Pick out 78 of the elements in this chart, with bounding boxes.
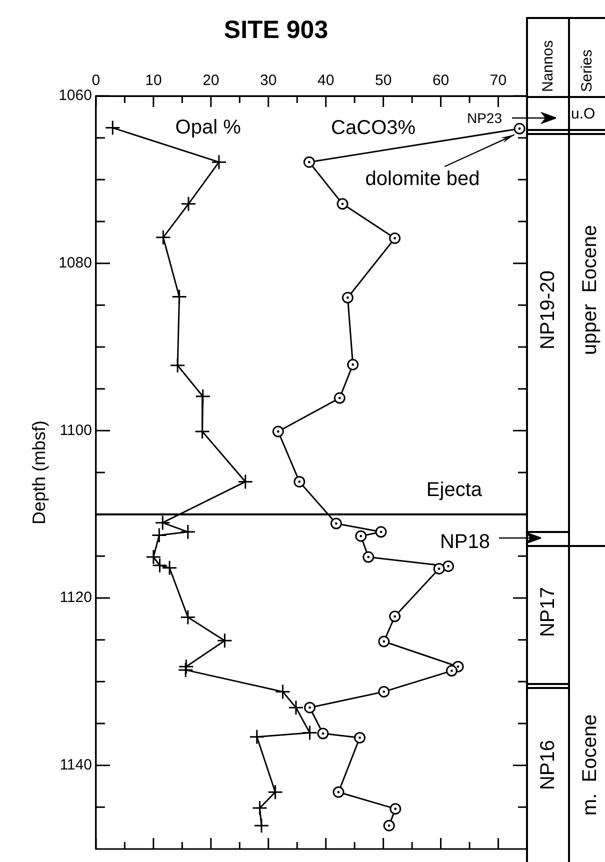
point	[303, 156, 315, 168]
series-label: CaCO3%	[331, 117, 416, 140]
point	[252, 800, 268, 816]
point	[390, 803, 402, 815]
x-tick-label: 70	[490, 72, 507, 90]
text: m. Eocene	[579, 714, 601, 816]
point	[354, 732, 366, 744]
point	[154, 514, 170, 530]
point	[317, 728, 329, 740]
point	[268, 784, 284, 800]
annotation: NP18	[440, 531, 490, 553]
point	[272, 426, 284, 438]
point	[334, 392, 346, 404]
point	[180, 196, 196, 212]
text: NP16	[537, 740, 559, 790]
point	[378, 686, 390, 698]
point	[155, 230, 171, 246]
point	[211, 154, 227, 170]
point	[304, 702, 316, 714]
point	[389, 610, 401, 622]
point	[162, 560, 178, 576]
x-tick-label: 20	[202, 72, 220, 90]
x-tick-label: 10	[145, 72, 162, 90]
x-tick-label: 40	[318, 72, 334, 90]
point	[216, 632, 232, 648]
y-tick-label: 1060	[58, 87, 92, 104]
y-tick-label: 1080	[58, 254, 92, 272]
point	[332, 786, 344, 798]
point	[330, 518, 342, 530]
point	[180, 524, 196, 540]
y-tick-label: 1100	[60, 422, 92, 439]
point	[249, 729, 265, 745]
point	[172, 289, 188, 305]
y-tick-label: 1120	[60, 589, 92, 606]
point	[254, 818, 270, 834]
point	[194, 424, 210, 440]
point	[178, 662, 194, 678]
y-tick-label: 1140	[60, 756, 92, 774]
annotation: NP23	[466, 110, 502, 126]
text: upper Eocene	[579, 224, 601, 356]
point	[446, 665, 458, 677]
point	[378, 636, 390, 648]
text: Nannos	[540, 40, 556, 92]
point	[294, 476, 306, 488]
point	[389, 232, 401, 244]
point	[347, 358, 359, 370]
point	[288, 700, 304, 716]
point	[383, 820, 395, 832]
point	[275, 684, 290, 700]
y-axis-title: Depth (mbsf)	[28, 420, 49, 525]
x-tick-label: 0	[92, 72, 100, 90]
x-tick-label: 30	[260, 72, 277, 90]
point	[362, 551, 374, 563]
annotation: dolomite bed	[365, 168, 480, 190]
point	[195, 388, 211, 404]
x-tick-label: 50	[374, 72, 392, 90]
text: u.O	[571, 106, 596, 122]
point	[355, 530, 367, 542]
point	[151, 528, 167, 543]
text: NP17	[537, 586, 559, 638]
ref-line-label: Ejecta	[426, 478, 483, 501]
text: NP19-20	[537, 270, 559, 350]
point	[104, 120, 120, 136]
point	[180, 609, 196, 625]
point	[433, 562, 445, 574]
point	[342, 292, 354, 304]
chart-title: SITE 903	[224, 16, 328, 44]
point	[442, 560, 454, 572]
point	[178, 658, 194, 674]
point	[375, 526, 387, 538]
point	[170, 358, 186, 374]
text: Series	[578, 49, 596, 92]
point	[238, 474, 254, 490]
series-label: Opal %	[175, 116, 242, 138]
x-tick-label: 60	[432, 72, 450, 90]
point	[514, 122, 526, 134]
point	[336, 198, 348, 210]
point	[302, 724, 318, 740]
